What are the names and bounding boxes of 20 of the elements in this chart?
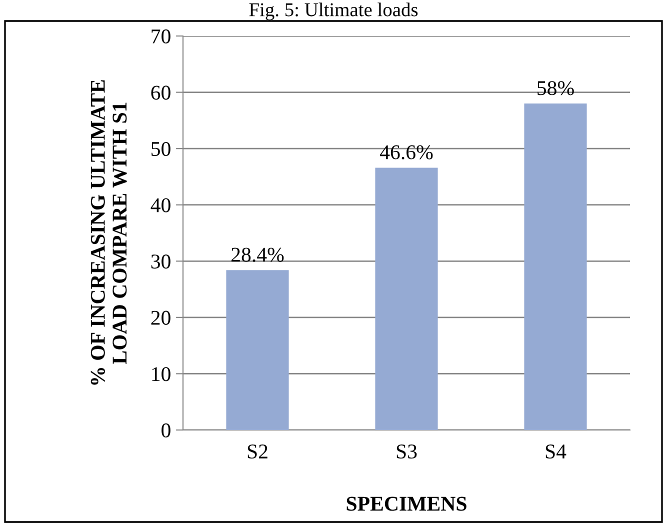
y-tick-label: 20 <box>151 310 170 325</box>
x-axis-title: SPECIMENS <box>346 496 466 511</box>
y-tick-label: 40 <box>150 198 170 212</box>
y-tick-label: 50 <box>152 142 170 156</box>
y-tick-label: 10 <box>152 367 170 382</box>
y-tick-label: 60 <box>151 86 170 100</box>
y-tick-label: 70 <box>152 29 170 44</box>
x-tick-label: S3 <box>396 444 417 459</box>
bar <box>226 270 289 430</box>
y-tick-label: 0 <box>162 423 170 438</box>
x-tick-label: S4 <box>546 444 566 459</box>
data-label: 28.4% <box>232 248 284 262</box>
data-label: 58% <box>538 81 574 96</box>
chart-title: Fig. 5: Ultimate loads <box>249 2 418 20</box>
bar <box>375 168 438 430</box>
y-axis-title: % OF INCREASING ULTIMATE LOAD COMPARE WITH S1 <box>90 80 127 385</box>
data-label: 46.6% <box>380 145 433 160</box>
y-tick-label: 30 <box>151 254 170 269</box>
x-tick-label: S2 <box>248 444 268 459</box>
bar <box>524 104 587 430</box>
